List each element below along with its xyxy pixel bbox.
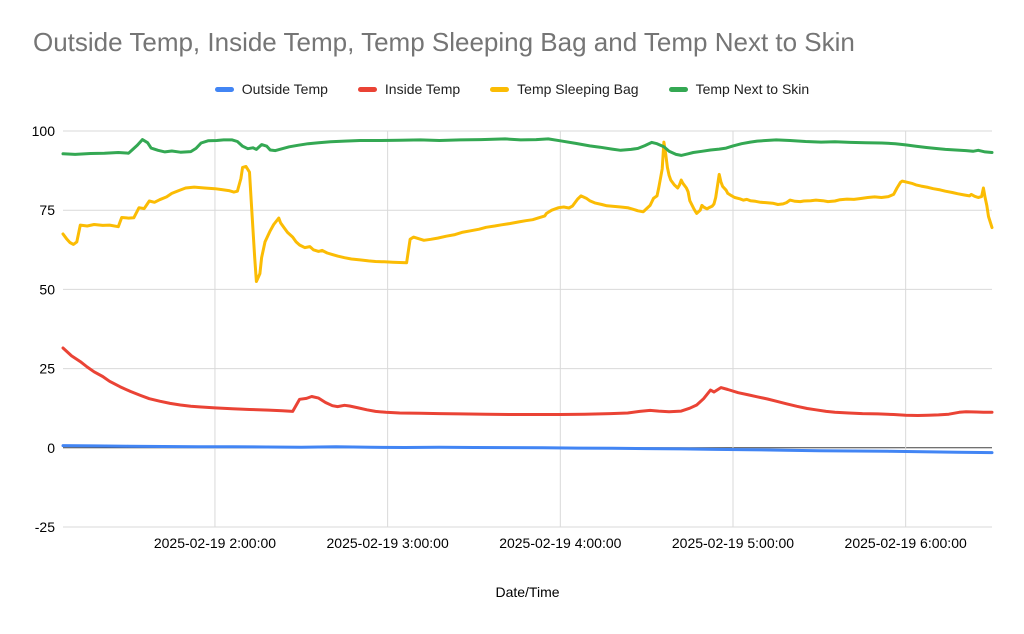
legend-item-inside-temp: Inside Temp	[357, 81, 461, 97]
chart-title: Outside Temp, Inside Temp, Temp Sleeping…	[33, 27, 855, 57]
legend-label-temp-next-to-skin: Temp Next to Skin	[695, 81, 810, 97]
y-tick-label-75: 75	[39, 202, 55, 218]
x-tick-label-5: 2025-02-19 5:00:00	[672, 535, 794, 551]
legend-swatch-outside-temp	[214, 86, 234, 92]
legend-swatch-temp-next-to-skin	[668, 86, 688, 92]
x-tick-label-3: 2025-02-19 3:00:00	[327, 535, 449, 551]
series-line-inside-temp	[61, 346, 994, 417]
series-line-outside-temp	[61, 444, 994, 455]
x-axis-title: Date/Time	[495, 584, 560, 600]
x-tick-label-4: 2025-02-19 4:00:00	[499, 535, 621, 551]
x-tick-label-2: 2025-02-19 2:00:00	[154, 535, 276, 551]
legend-label-outside-temp: Outside Temp	[241, 81, 328, 97]
y-tick-label--25: -25	[35, 519, 55, 535]
series-line-temp-next-to-skin	[61, 137, 994, 157]
y-tick-label-0: 0	[47, 440, 55, 456]
legend-label-temp-sleeping-bag: Temp Sleeping Bag	[517, 81, 639, 97]
y-tick-label-25: 25	[39, 361, 55, 377]
legend-item-outside-temp: Outside Temp	[214, 81, 328, 97]
legend-swatch-inside-temp	[357, 86, 377, 92]
series-line-temp-sleeping-bag	[61, 140, 994, 283]
legend-label-inside-temp: Inside Temp	[384, 81, 461, 97]
x-tick-label-6: 2025-02-19 6:00:00	[845, 535, 967, 551]
legend-swatch-temp-sleeping-bag	[490, 86, 510, 92]
legend-item-temp-sleeping-bag: Temp Sleeping Bag	[490, 81, 639, 97]
y-tick-label-50: 50	[39, 281, 55, 297]
y-tick-label-100: 100	[32, 123, 56, 139]
legend-item-temp-next-to-skin: Temp Next to Skin	[668, 81, 810, 97]
chart-legend: Outside Temp Inside Temp Temp Sleeping Bag…	[0, 79, 1024, 99]
